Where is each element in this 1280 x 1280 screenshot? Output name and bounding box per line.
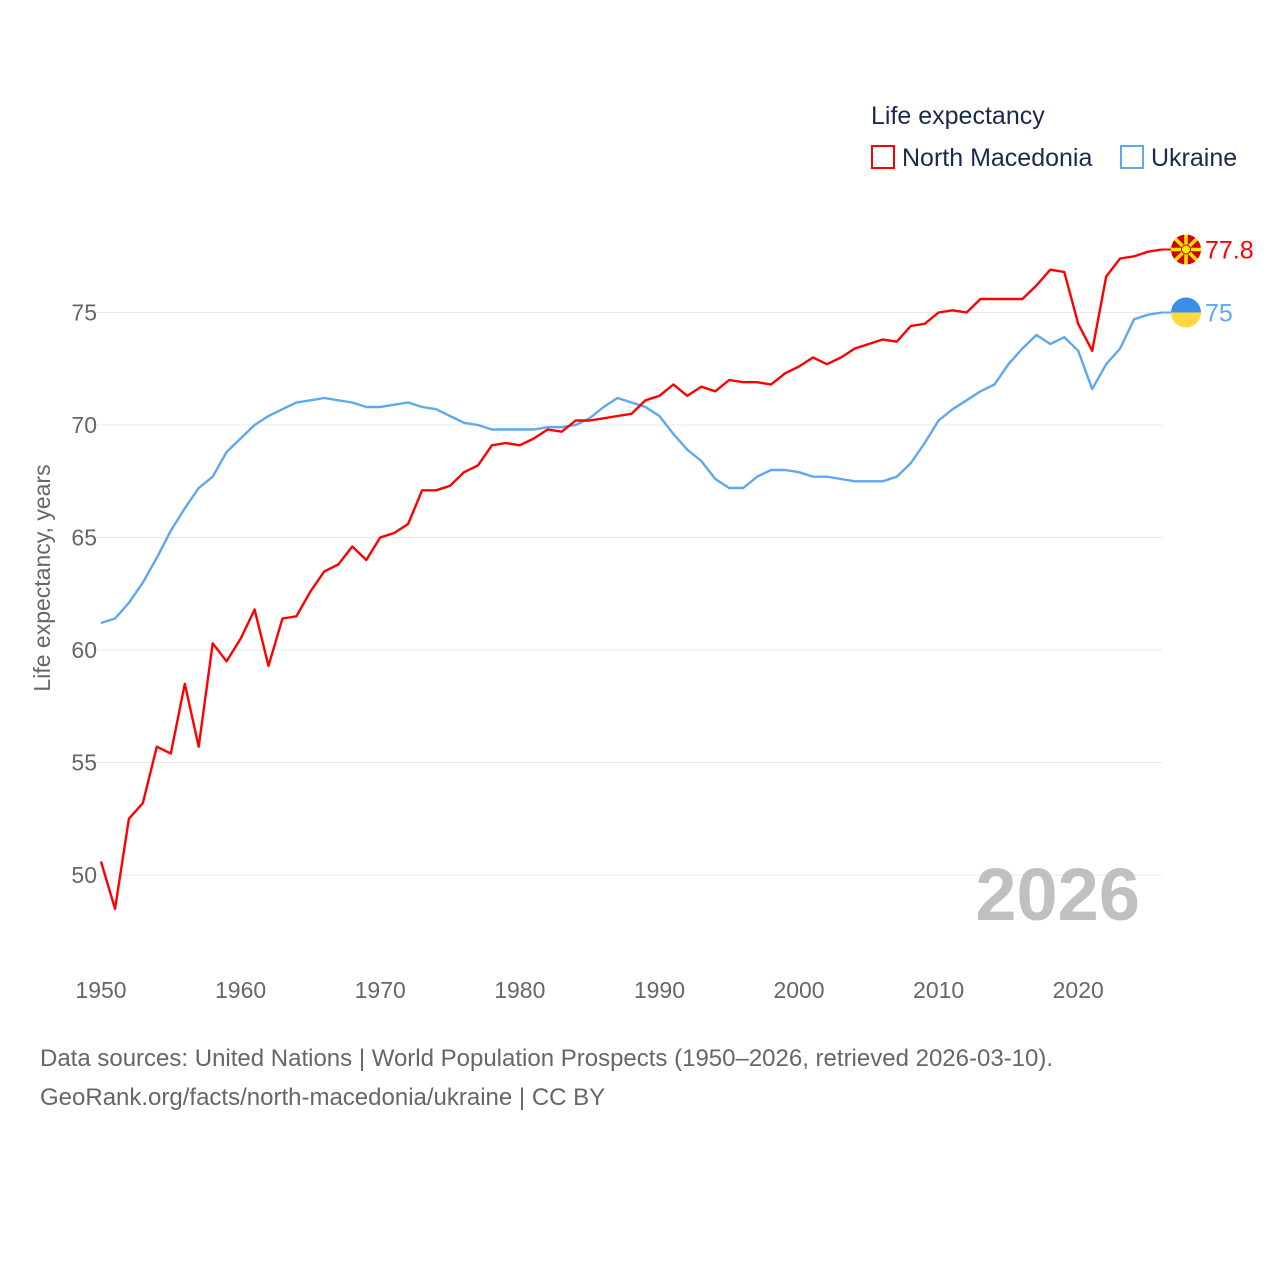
y-axis-label: Life expectancy, years	[29, 464, 55, 691]
x-tick-label: 2000	[773, 977, 824, 1003]
y-axis-ticks: 50 55 60 65 70 75	[71, 300, 97, 889]
north-macedonia-flag-icon	[1171, 234, 1201, 265]
x-tick-label: 2010	[913, 977, 964, 1003]
grid	[96, 312, 1162, 876]
x-tick-label: 2020	[1053, 977, 1104, 1003]
legend-swatch	[871, 145, 895, 169]
x-tick-label: 1950	[75, 977, 126, 1003]
x-tick-label: 1990	[634, 977, 685, 1003]
legend-item-north-macedonia[interactable]: North Macedonia	[871, 144, 1092, 172]
end-value-label: 75	[1205, 300, 1233, 328]
series-line-ukraine	[100, 311, 1163, 625]
y-tick-label: 75	[71, 300, 97, 326]
x-tick-label: 1970	[355, 977, 406, 1003]
legend-item-ukraine[interactable]: Ukraine	[1120, 144, 1237, 172]
year-watermark: 2026	[975, 853, 1140, 936]
x-tick-label: 1980	[494, 977, 545, 1003]
legend-label: North Macedonia	[902, 144, 1092, 172]
footer-credit: GeoRank.org/facts/north-macedonia/ukrain…	[40, 1084, 606, 1111]
y-tick-label: 65	[71, 525, 97, 551]
y-tick-label: 55	[71, 750, 97, 776]
x-axis-ticks: 1950 1960 1970 1980 1990 2000 2010 2020	[75, 977, 1103, 1003]
y-tick-label: 50	[71, 862, 97, 888]
ukraine-flag-icon	[1171, 297, 1201, 328]
legend-label: Ukraine	[1151, 144, 1237, 172]
series-line-north-macedonia	[99, 248, 1163, 910]
legend: Life expectancy North Macedonia Ukraine	[871, 102, 1237, 172]
x-tick-label: 1960	[215, 977, 266, 1003]
y-tick-label: 60	[71, 637, 97, 663]
series-lines	[99, 248, 1163, 910]
legend-swatch	[1120, 145, 1144, 169]
series-end-labels: 77.8 75	[1162, 234, 1254, 328]
legend-title: Life expectancy	[871, 102, 1045, 130]
y-tick-label: 70	[71, 412, 97, 438]
footer-sources: Data sources: United Nations | World Pop…	[40, 1045, 1054, 1072]
end-value-label: 77.8	[1205, 237, 1254, 265]
